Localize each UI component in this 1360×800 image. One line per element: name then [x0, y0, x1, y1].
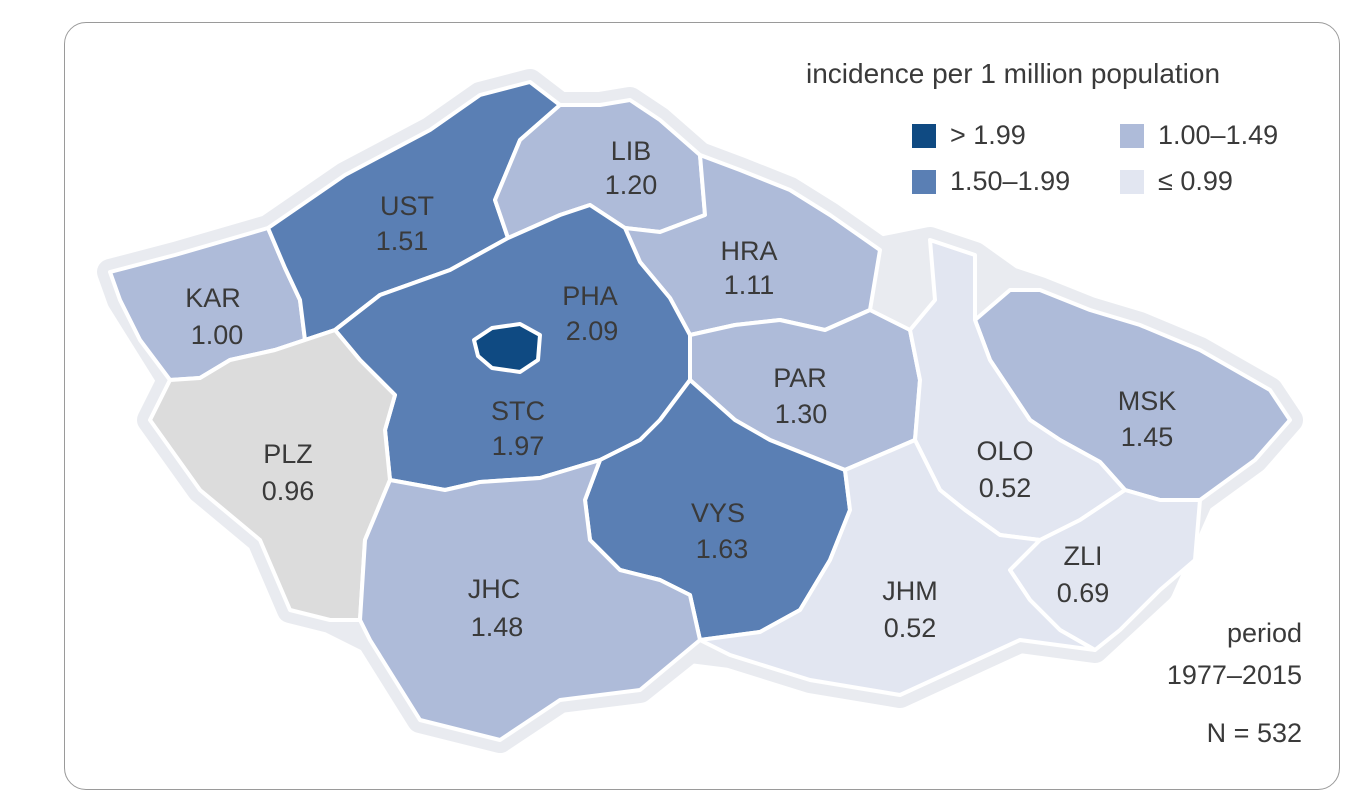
legend-label: 1.50–1.99	[950, 166, 1071, 196]
label-code-KAR: KAR	[185, 283, 241, 313]
region-labels: UST 1.51 LIB 1.20 HRA 1.11 KAR 1.00 PHA …	[185, 136, 1176, 643]
label-value-PLZ: 0.96	[262, 476, 315, 506]
label-value-UST: 1.51	[376, 226, 429, 256]
label-code-ZLI: ZLI	[1063, 541, 1102, 571]
label-value-VYS: 1.63	[696, 534, 749, 564]
label-code-OLO: OLO	[976, 436, 1033, 466]
label-value-JHC: 1.48	[471, 612, 524, 642]
region-PHA[interactable]	[472, 322, 542, 374]
label-value-ZLI: 0.69	[1057, 578, 1110, 608]
label-value-PHA: 2.09	[566, 316, 619, 346]
label-value-KAR: 1.00	[191, 320, 244, 350]
label-code-STC: STC	[491, 396, 545, 426]
label-code-MSK: MSK	[1118, 386, 1177, 416]
label-code-PHA: PHA	[562, 281, 618, 311]
legend-label: > 1.99	[950, 120, 1026, 150]
label-value-MSK: 1.45	[1121, 422, 1174, 452]
legend-item-gt-1-99: > 1.99	[912, 120, 1026, 151]
legend-label: ≤ 0.99	[1158, 166, 1233, 196]
label-code-JHM: JHM	[882, 576, 938, 606]
legend-swatch	[1120, 169, 1144, 194]
label-code-HRA: HRA	[720, 236, 777, 266]
legend-item-1-00-1-49: 1.00–1.49	[1120, 120, 1278, 151]
label-value-LIB: 1.20	[605, 170, 658, 200]
label-code-JHC: JHC	[468, 574, 521, 604]
label-value-OLO: 0.52	[979, 473, 1032, 503]
region-JHM[interactable]	[698, 438, 1097, 697]
label-code-PLZ: PLZ	[263, 439, 313, 469]
label-value-JHM: 0.52	[884, 613, 937, 643]
period-note: period 1977–2015	[1167, 612, 1302, 696]
label-value-STC: 1.97	[492, 431, 545, 461]
region-JHC[interactable]	[358, 458, 702, 742]
n-count: N = 532	[1206, 718, 1302, 748]
label-value-HRA: 1.11	[724, 270, 775, 300]
legend-item-le-0-99: ≤ 0.99	[1120, 166, 1233, 197]
legend-label: 1.00–1.49	[1158, 120, 1279, 150]
label-code-LIB: LIB	[611, 136, 652, 166]
legend-title: incidence per 1 million population	[806, 58, 1221, 89]
label-code-VYS: VYS	[691, 498, 745, 528]
label-code-UST: UST	[380, 191, 434, 221]
period-range: 1977–2015	[1166, 660, 1302, 690]
legend-swatch	[912, 123, 936, 148]
label-code-PAR: PAR	[773, 363, 827, 393]
region-PLZ[interactable]	[148, 328, 397, 622]
legend-swatch	[1120, 123, 1144, 148]
period-label: period	[1226, 618, 1302, 648]
legend-item-1-50-1-99: 1.50–1.99	[912, 166, 1070, 197]
legend-swatch	[912, 169, 936, 194]
label-value-PAR: 1.30	[775, 399, 828, 429]
